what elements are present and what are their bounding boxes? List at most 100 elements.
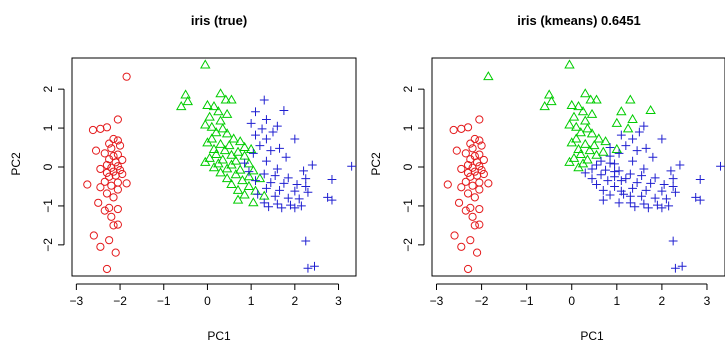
data-point-cross — [303, 263, 313, 273]
x-tick-label: 0 — [204, 294, 211, 308]
data-point-cross — [641, 185, 651, 195]
data-point-circle — [475, 150, 484, 159]
x-axis-label: PC1 — [207, 329, 231, 343]
data-point-cross — [296, 201, 306, 211]
data-point-cross — [605, 158, 615, 168]
data-point-cross — [592, 160, 601, 170]
data-point-circle — [111, 158, 120, 167]
data-point-cross — [664, 201, 674, 211]
data-point-triangle — [217, 154, 228, 164]
data-point-cross — [614, 148, 624, 158]
data-point-cross — [628, 134, 637, 144]
data-point-cross — [716, 161, 725, 171]
data-point-cross — [259, 95, 269, 105]
y-tick-label: −2 — [401, 238, 415, 252]
x-tick-label: 3 — [704, 294, 711, 308]
data-point-circle — [111, 248, 120, 257]
data-point-cross — [671, 263, 680, 273]
data-point-circle — [470, 221, 479, 230]
data-point-triangle — [226, 149, 237, 159]
data-point-circle — [102, 189, 112, 198]
data-point-cross — [634, 127, 644, 137]
y-tick-label: 1 — [41, 124, 55, 131]
data-point-cross — [268, 127, 278, 137]
data-point-triangle — [221, 173, 233, 183]
data-point-cross — [290, 186, 300, 196]
data-point-circle — [113, 136, 122, 145]
data-point-triangle — [234, 164, 246, 174]
data-point-circle — [113, 185, 122, 194]
data-point-cross — [695, 175, 705, 184]
data-point-triangle — [243, 180, 255, 190]
data-point-circle — [113, 150, 122, 159]
data-point-triangle — [210, 148, 222, 159]
data-point-circle — [122, 179, 131, 188]
data-point-triangle — [230, 155, 242, 165]
data-point-cross — [616, 176, 626, 186]
data-point-cross — [596, 170, 606, 180]
data-point-cross — [257, 124, 267, 134]
x-tick-label: 1 — [248, 294, 255, 308]
data-point-cross — [628, 184, 637, 193]
data-point-circle — [96, 124, 105, 133]
y-tick-label: −2 — [41, 238, 55, 252]
data-point-triangle — [589, 139, 600, 150]
data-point-triangle — [215, 138, 226, 148]
data-point-circle — [475, 220, 484, 229]
data-point-triangle — [483, 71, 494, 81]
data-point-circle — [463, 264, 473, 274]
data-point-triangle — [580, 88, 591, 98]
data-point-circle — [463, 123, 473, 132]
data-point-cross — [580, 168, 590, 178]
data-point-circle — [479, 155, 488, 165]
data-point-cross — [603, 176, 613, 186]
data-point-cross — [262, 184, 271, 193]
data-point-circle — [461, 177, 470, 186]
data-point-cross — [587, 164, 597, 174]
data-point-cross — [248, 148, 258, 158]
data-point-triangle — [248, 197, 259, 207]
data-point-cross — [596, 156, 606, 166]
data-point-triangle — [586, 108, 598, 118]
data-point-triangle — [600, 136, 611, 146]
data-point-circle — [109, 167, 118, 176]
data-point-triangle — [616, 106, 627, 116]
data-point-triangle — [625, 94, 636, 104]
data-point-circle — [449, 125, 458, 135]
data-point-triangle — [206, 121, 218, 131]
data-point-cross — [272, 199, 282, 209]
data-point-cross — [652, 200, 662, 210]
data-point-cross — [275, 185, 284, 195]
data-point-circle — [109, 193, 118, 202]
y-tick-label: 0 — [401, 163, 415, 170]
plot-frame — [431, 57, 725, 277]
data-point-triangle — [232, 146, 244, 156]
data-point-circle — [102, 123, 112, 132]
data-point-circle — [457, 164, 466, 174]
x-tick-label: −2 — [113, 294, 127, 308]
data-point-triangle — [202, 99, 213, 109]
data-point-triangle — [573, 101, 584, 111]
data-point-triangle — [237, 175, 248, 185]
data-point-cross — [294, 194, 304, 204]
x-tick-label: 3 — [335, 294, 342, 308]
data-point-circle — [452, 146, 461, 155]
data-point-cross — [630, 202, 640, 212]
x-tick-label: −3 — [430, 294, 444, 308]
chart-title: iris (true) — [191, 13, 247, 28]
data-point-cross — [266, 146, 276, 156]
data-point-triangle — [226, 178, 237, 189]
data-point-cross — [668, 174, 678, 184]
y-axis-label: PC2 — [9, 152, 23, 176]
data-point-circle — [470, 193, 479, 202]
data-point-cross — [347, 161, 356, 171]
data-point-cross — [621, 174, 631, 184]
data-point-triangle — [539, 101, 550, 111]
data-point-circle — [96, 164, 105, 174]
data-point-cross — [301, 174, 311, 184]
data-point-cross — [292, 180, 302, 189]
data-point-circle — [475, 185, 484, 194]
data-point-circle — [83, 180, 92, 189]
data-point-cross — [668, 182, 678, 191]
data-point-cross — [657, 134, 667, 144]
